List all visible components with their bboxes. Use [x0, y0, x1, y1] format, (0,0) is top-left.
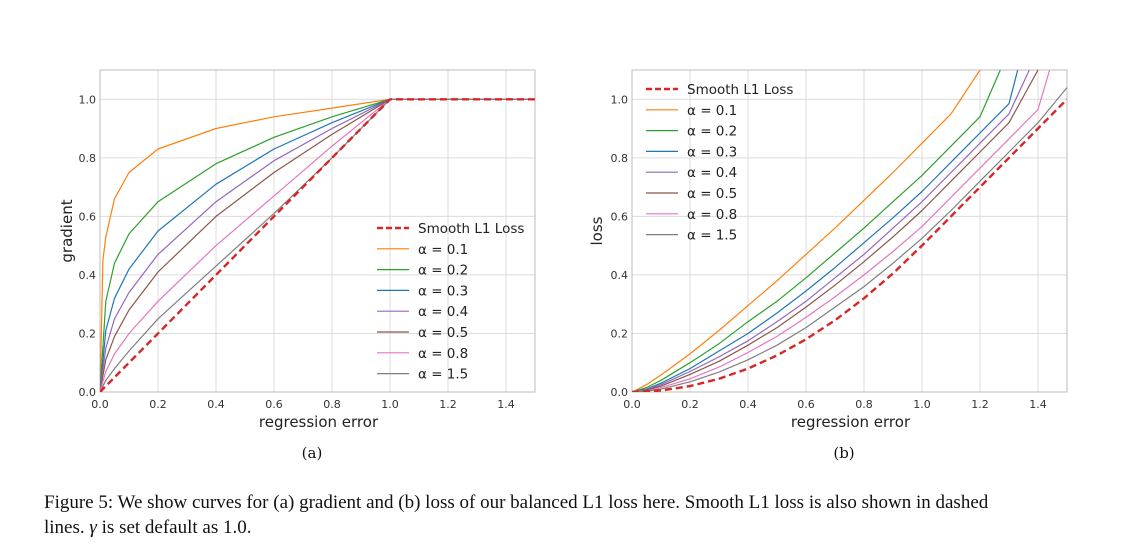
- series-line-smooth-l1-loss: [632, 98, 1067, 392]
- x-tick-label: 1.4: [1029, 398, 1047, 411]
- x-tick-label: 0.8: [323, 398, 341, 411]
- series-line-0-4: [632, 70, 1030, 392]
- series-line-0-5: [100, 98, 535, 392]
- y-axis-label: gradient: [58, 199, 76, 262]
- x-axis-label: regression error: [259, 413, 379, 431]
- legend-entry: α = 1.5: [418, 367, 468, 383]
- y-tick-label: 0.4: [611, 269, 629, 282]
- y-tick-label: 0.2: [611, 327, 629, 340]
- y-axis-label: loss: [588, 216, 606, 245]
- x-tick-label: 1.4: [497, 398, 515, 411]
- panel-b-loss: 0.0 0.2 0.4 0.6 0.8 1.0 1.2 1.4 0.0 0.2 0.4 0.6 0.8 1…: [588, 69, 1068, 462]
- legend-entry: α = 0.1: [687, 103, 737, 119]
- series-line-0-8: [100, 98, 535, 392]
- x-tick-label: 0.0: [623, 398, 641, 411]
- series-line-smooth-l1-loss: [100, 98, 535, 392]
- caption-line-2-start: lines.: [44, 517, 90, 538]
- x-axis-label: regression error: [791, 413, 911, 431]
- legend-entry: α = 1.5: [687, 228, 737, 244]
- y-tick-label: 0.0: [611, 386, 629, 399]
- figure-caption: Figure 5: We show curves for (a) gradien…: [44, 490, 1094, 540]
- caption-line-2-end: is set default as 1.0.: [96, 517, 252, 538]
- subfigure-label: (b): [833, 444, 854, 462]
- x-tick-label: 1.0: [913, 398, 931, 411]
- legend-entry: α = 0.3: [687, 144, 737, 160]
- series-line-1-5: [100, 98, 535, 392]
- caption-line-1: Figure 5: We show curves for (a) gradien…: [44, 492, 989, 513]
- y-tick-label: 1.0: [79, 93, 97, 106]
- x-tick-label: 1.0: [381, 398, 399, 411]
- y-tick-label: 0.2: [79, 327, 97, 340]
- y-tick-label: 0.8: [79, 152, 97, 165]
- x-tick-label: 0.2: [149, 398, 167, 411]
- legend: Smooth L1 Loss α = 0.1 α = 0.2 α = 0.3 α = 0…: [377, 221, 524, 383]
- series-line-1-5: [632, 87, 1067, 392]
- x-tick-label: 1.2: [971, 398, 989, 411]
- y-tick-label: 0.0: [79, 386, 97, 399]
- plot-frame: [99, 69, 536, 393]
- y-tick-label: 0.4: [79, 269, 97, 282]
- x-tick-label: 0.4: [739, 398, 757, 411]
- series-line-0-2: [632, 70, 1001, 392]
- legend-entry: α = 0.4: [687, 165, 737, 181]
- x-tick-label: 1.2: [439, 398, 457, 411]
- series-line-0-2: [100, 98, 535, 392]
- series-line-0-5: [632, 70, 1039, 392]
- y-tick-label: 1.0: [611, 93, 629, 106]
- x-tick-label: 0.6: [265, 398, 283, 411]
- legend-entry: Smooth L1 Loss: [687, 82, 793, 98]
- x-tick-label: 0.2: [681, 398, 699, 411]
- y-tick-label: 0.6: [611, 210, 629, 223]
- subfigure-label: (a): [302, 444, 323, 462]
- legend-entry: α = 0.5: [687, 186, 737, 202]
- y-tick-label: 0.8: [611, 152, 629, 165]
- plot-frame: [631, 69, 1068, 393]
- legend-entry: α = 0.4: [418, 304, 468, 320]
- legend: Smooth L1 Loss α = 0.1 α = 0.2 α = 0.3 α = 0…: [646, 82, 793, 244]
- legend-entry: α = 0.8: [687, 207, 737, 223]
- legend-entry: α = 0.8: [418, 346, 468, 362]
- series-line-0-1: [100, 98, 535, 392]
- series-group: [100, 98, 535, 392]
- caption-line-2: lines. γ is set default as 1.0.: [44, 515, 1094, 540]
- x-tick-label: 0.8: [855, 398, 873, 411]
- legend-entry: Smooth L1 Loss: [418, 221, 524, 237]
- gamma-symbol: γ: [89, 517, 97, 538]
- series-line-0-3: [632, 70, 1019, 392]
- x-tick-label: 0.0: [91, 398, 109, 411]
- legend-entry: α = 0.2: [687, 124, 737, 140]
- legend-entry: α = 0.5: [418, 325, 468, 341]
- panel-a-gradient: 0.0 0.2 0.4 0.6 0.8 1.0 1.2 1.4 0.0 0.2 0.4 0.6 0.8 1…: [58, 69, 536, 462]
- y-tick-label: 0.6: [79, 210, 97, 223]
- series-line-0-1: [632, 70, 981, 392]
- series-group: [632, 70, 1067, 392]
- series-line-0-3: [100, 98, 535, 392]
- series-line-0-8: [632, 70, 1051, 392]
- series-line-0-4: [100, 98, 535, 392]
- x-tick-label: 0.6: [797, 398, 815, 411]
- x-tick-label: 0.4: [207, 398, 225, 411]
- legend-entry: α = 0.2: [418, 263, 468, 279]
- legend-entry: α = 0.3: [418, 283, 468, 299]
- legend-entry: α = 0.1: [418, 242, 468, 258]
